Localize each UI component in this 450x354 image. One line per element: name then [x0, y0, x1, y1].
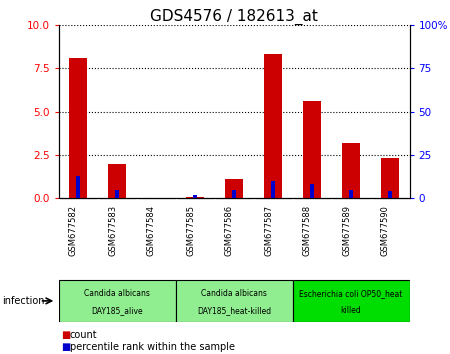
Text: GSM677582: GSM677582 [69, 205, 78, 256]
Bar [342, 143, 360, 198]
Bar [115, 190, 119, 198]
Bar [176, 280, 292, 322]
Bar [193, 195, 198, 198]
Text: GSM677586: GSM677586 [225, 205, 234, 256]
Text: Candida albicans: Candida albicans [84, 289, 150, 298]
Bar [381, 158, 399, 198]
Text: GSM677583: GSM677583 [108, 205, 117, 256]
Bar [303, 101, 321, 198]
Text: GSM677587: GSM677587 [264, 205, 273, 256]
Text: GSM677590: GSM677590 [381, 205, 390, 256]
Text: Escherichia coli OP50_heat: Escherichia coli OP50_heat [299, 289, 403, 298]
Bar [264, 54, 282, 198]
Bar [108, 164, 126, 198]
Text: DAY185_heat-killed: DAY185_heat-killed [197, 306, 271, 315]
Text: count: count [70, 330, 97, 339]
Text: infection: infection [2, 296, 45, 306]
Text: GSM677588: GSM677588 [303, 205, 312, 256]
Bar [270, 181, 275, 198]
Bar [387, 191, 392, 198]
Bar [225, 179, 243, 198]
Bar [349, 190, 353, 198]
Text: ■: ■ [61, 330, 70, 339]
Text: percentile rank within the sample: percentile rank within the sample [70, 342, 235, 352]
Text: GSM677585: GSM677585 [186, 205, 195, 256]
Text: killed: killed [341, 306, 361, 315]
Text: DAY185_alive: DAY185_alive [91, 306, 143, 315]
Text: Candida albicans: Candida albicans [201, 289, 267, 298]
Text: GSM677589: GSM677589 [342, 205, 351, 256]
Bar [292, 280, 410, 322]
Bar [58, 280, 176, 322]
Bar [69, 58, 87, 198]
Bar [76, 176, 81, 198]
Bar [310, 184, 315, 198]
Bar [232, 190, 236, 198]
Text: ■: ■ [61, 342, 70, 352]
Title: GDS4576 / 182613_at: GDS4576 / 182613_at [150, 8, 318, 25]
Text: GSM677584: GSM677584 [147, 205, 156, 256]
